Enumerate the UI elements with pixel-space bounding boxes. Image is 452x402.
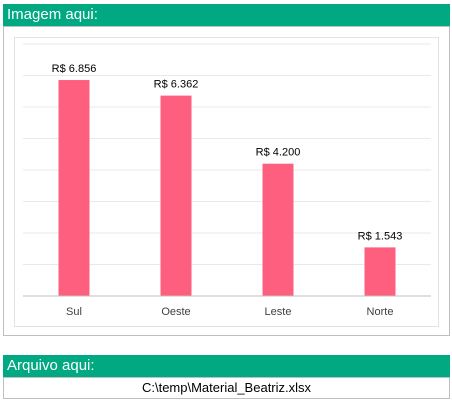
bar-norte[interactable] — [364, 247, 396, 296]
bar-leste[interactable] — [262, 163, 294, 296]
data-label: R$ 4.200 — [256, 147, 301, 159]
bar-chart[interactable]: R$ 6.856 Sul R$ 6.362 Oeste R$ 4.200 Leste R$ … — [14, 37, 439, 327]
image-section-header: Imagem aqui: — [3, 4, 450, 26]
file-section-header: Arquivo aqui: — [3, 355, 450, 377]
bar-chart-plot: R$ 6.856 Sul R$ 6.362 Oeste R$ 4.200 Leste R$ … — [23, 43, 431, 318]
data-label: R$ 6.362 — [154, 79, 199, 91]
bar-oeste[interactable] — [160, 95, 192, 296]
category-label: Sul — [66, 306, 82, 318]
image-placeholder-frame[interactable]: R$ 6.856 Sul R$ 6.362 Oeste R$ 4.200 Leste R$ … — [3, 26, 450, 336]
file-section-title: Arquivo aqui: — [7, 357, 95, 374]
category-label: Oeste — [161, 306, 190, 318]
image-section-title: Imagem aqui: — [7, 6, 98, 23]
file-path-field[interactable]: C:\temp\Material_Beatriz.xlsx — [3, 377, 450, 399]
file-path-text: C:\temp\Material_Beatriz.xlsx — [141, 380, 312, 395]
category-label: Leste — [265, 306, 292, 318]
data-label: R$ 1.543 — [358, 230, 403, 242]
category-label: Norte — [367, 306, 394, 318]
data-label: R$ 6.856 — [52, 63, 97, 75]
bar-sul[interactable] — [58, 80, 90, 296]
